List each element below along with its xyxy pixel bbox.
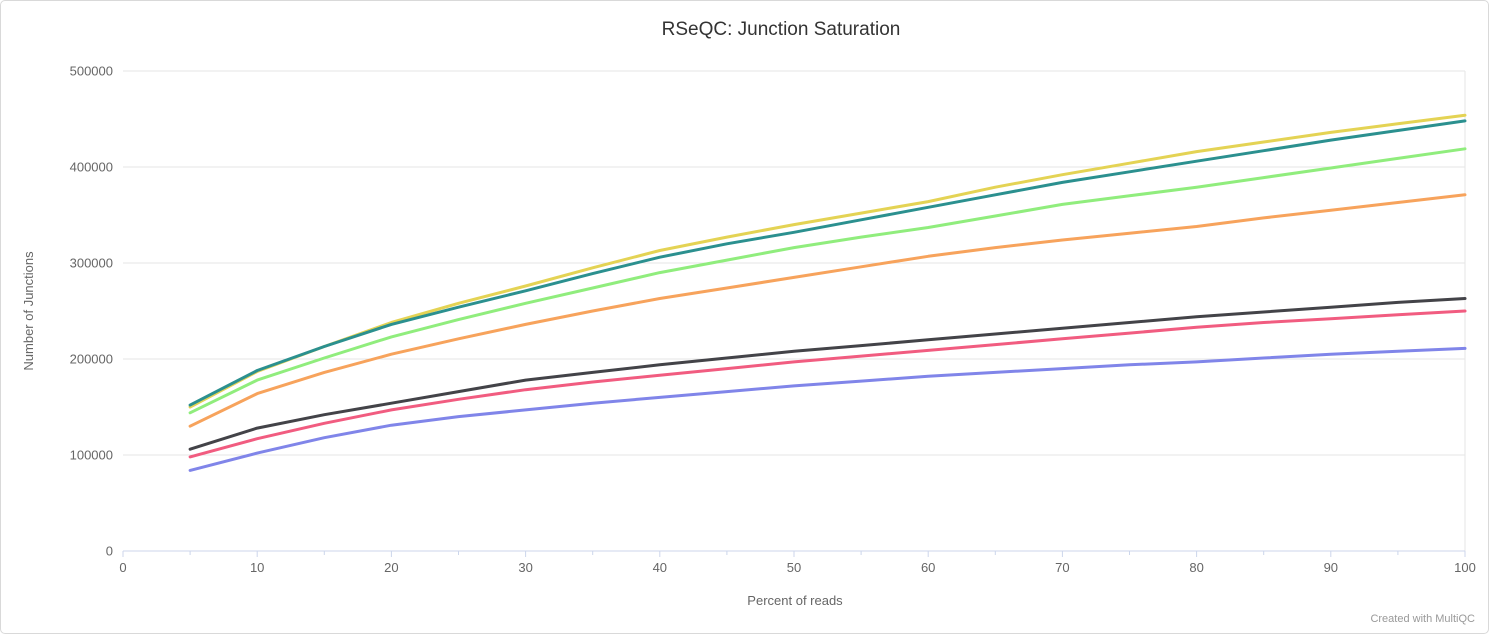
- series-lines: [188, 113, 1467, 472]
- x-tick-label: 20: [384, 560, 398, 575]
- series-line-series-yellow[interactable]: [188, 113, 1467, 409]
- y-tick-label: 0: [106, 544, 113, 559]
- x-tick-label: 50: [787, 560, 801, 575]
- x-tick-label: 10: [250, 560, 264, 575]
- series-line-series-pink[interactable]: [188, 309, 1467, 459]
- series-line-series-orange[interactable]: [188, 193, 1467, 428]
- x-axis-title: Percent of reads: [747, 593, 843, 608]
- axes: [122, 550, 1466, 557]
- y-tick-label: 400000: [70, 160, 113, 175]
- y-tick-label: 300000: [70, 256, 113, 271]
- y-tick-label: 100000: [70, 448, 113, 463]
- multiqc-credit[interactable]: Created with MultiQC: [1370, 613, 1475, 625]
- series-line-series-teal[interactable]: [188, 119, 1467, 407]
- y-tick-label: 500000: [70, 64, 113, 79]
- x-tick-label: 30: [518, 560, 532, 575]
- x-tick-label: 70: [1055, 560, 1069, 575]
- series-line-series-dark[interactable]: [188, 297, 1467, 451]
- x-tick-label: 60: [921, 560, 935, 575]
- series-line-series-blue[interactable]: [188, 346, 1467, 472]
- x-tick-label: 80: [1189, 560, 1203, 575]
- x-tick-label: 100: [1454, 560, 1476, 575]
- y-tick-label: 200000: [70, 352, 113, 367]
- series-line-series-green[interactable]: [188, 147, 1467, 415]
- y-axis-title: Number of Junctions: [21, 251, 36, 371]
- chart-title: RSeQC: Junction Saturation: [662, 19, 901, 40]
- tick-labels: 0 100000 200000 300000 400000 500000 0 10 20 30 40…: [70, 64, 1476, 576]
- x-tick-label: 0: [119, 560, 126, 575]
- x-tick-label: 40: [653, 560, 667, 575]
- x-tick-label: 90: [1324, 560, 1338, 575]
